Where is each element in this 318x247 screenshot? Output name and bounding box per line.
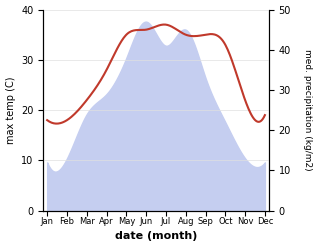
Y-axis label: max temp (C): max temp (C) (5, 76, 16, 144)
X-axis label: date (month): date (month) (115, 231, 197, 242)
Y-axis label: med. precipitation (kg/m2): med. precipitation (kg/m2) (303, 49, 313, 171)
